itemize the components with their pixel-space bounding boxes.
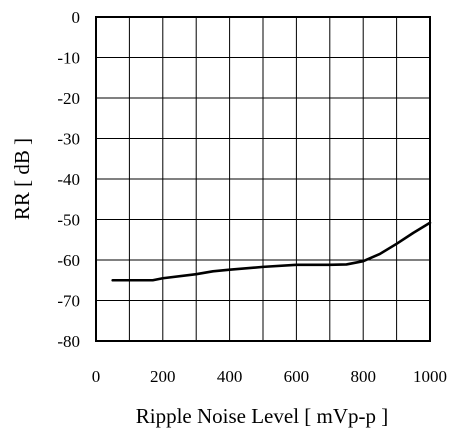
x-tick-label: 400: [217, 367, 243, 386]
series-line-1: [111, 221, 432, 282]
x-tick-label: 1000: [413, 367, 447, 386]
x-tick-label: 200: [150, 367, 176, 386]
y-axis-label: RR [ dB ]: [10, 138, 34, 220]
series: [111, 221, 432, 282]
x-axis-label: Ripple Noise Level [ mVp-p ]: [136, 404, 389, 428]
y-tick-label: -80: [57, 332, 80, 351]
y-tick-labels: 0 -10 -20 -30 -40 -50 -60 -70 -80: [57, 8, 80, 351]
y-tick-label: -20: [57, 89, 80, 108]
x-tick-label: 600: [284, 367, 310, 386]
y-tick-label: -70: [57, 292, 80, 311]
y-tick-label: -10: [57, 49, 80, 68]
plot-frame: [95, 16, 431, 342]
y-tick-label: 0: [72, 8, 81, 27]
x-tick-labels: 0 200 400 600 800 1000: [92, 367, 447, 386]
y-tick-label: -60: [57, 251, 80, 270]
y-tick-label: -40: [57, 170, 80, 189]
y-tick-label: -50: [57, 211, 80, 230]
x-tick-label: 0: [92, 367, 101, 386]
grid: [96, 17, 430, 341]
x-tick-label: 800: [350, 367, 376, 386]
y-tick-label: -30: [57, 130, 80, 149]
